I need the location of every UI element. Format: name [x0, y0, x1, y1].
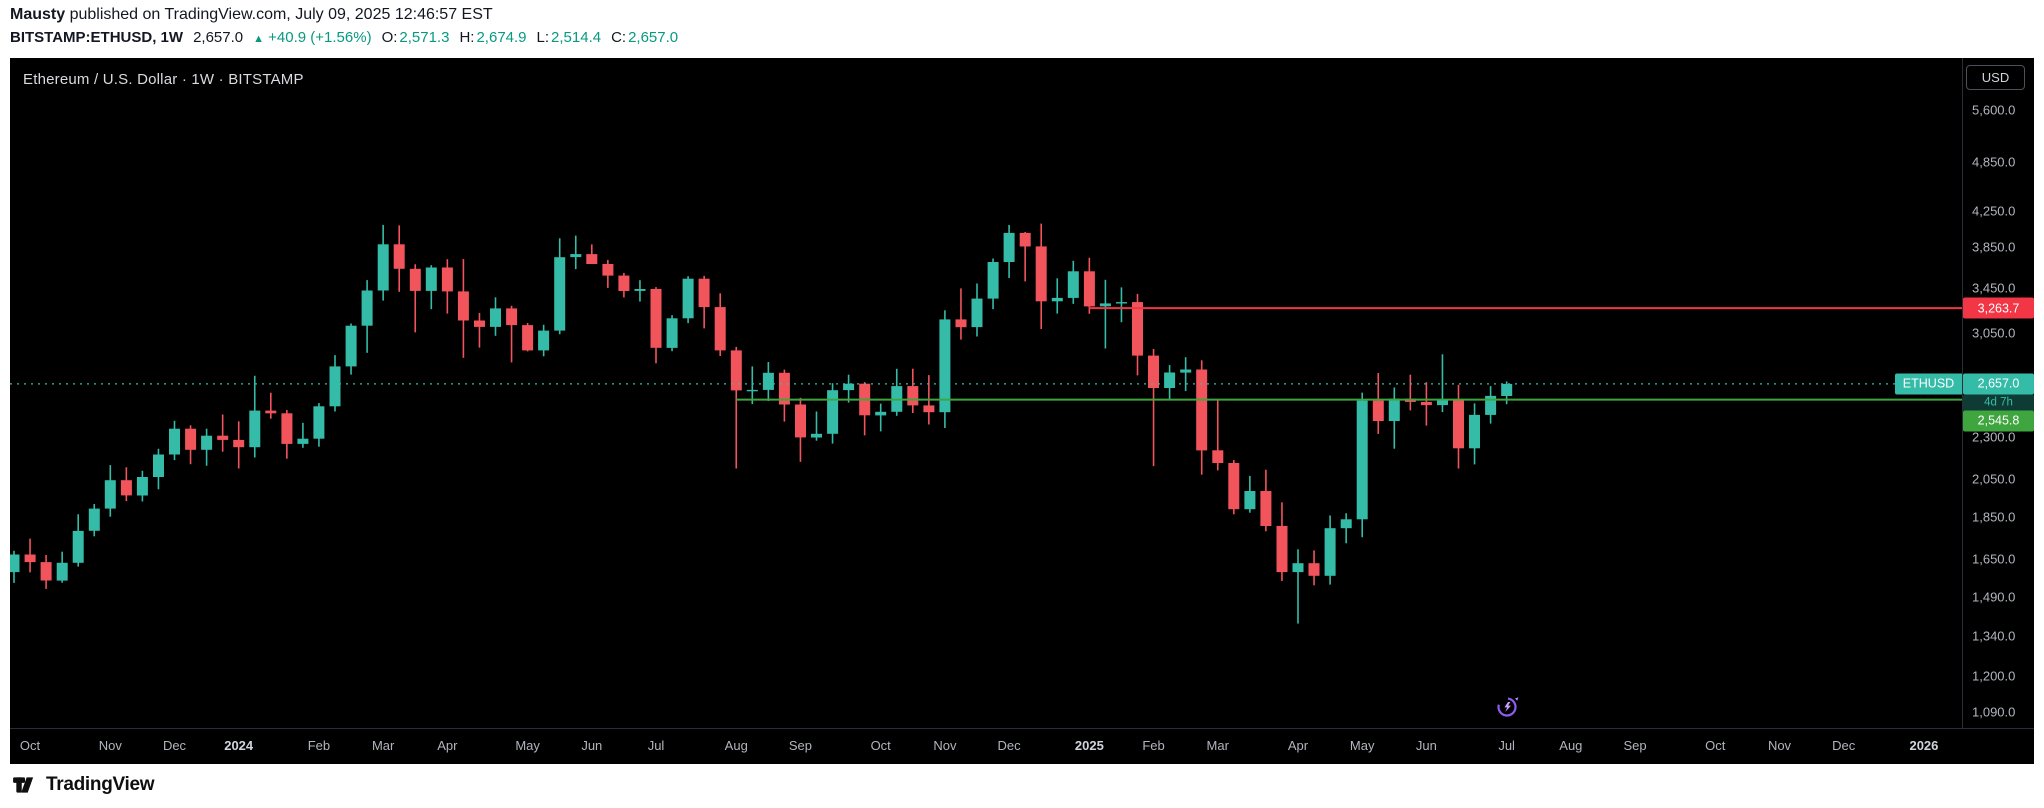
price-axis-label: 1,850.0	[1972, 509, 2016, 525]
time-axis-label: Sep	[1623, 738, 1647, 753]
time-axis-label: Oct	[870, 738, 891, 753]
ohlc-pair: O: 2,571.3	[381, 29, 450, 46]
currency-toggle-button[interactable]: USD	[1966, 65, 2025, 90]
time-axis-label: Sep	[788, 738, 813, 753]
resistance-price-tag: 3,263.7	[1963, 297, 2034, 319]
last-price-tag: 2,657.0	[1963, 373, 2034, 395]
price-axis-label: 4,250.0	[1972, 203, 2016, 219]
time-axis-label: Nov	[933, 738, 957, 753]
price-axis-label: 5,600.0	[1972, 102, 2016, 117]
time-axis-label: Oct	[19, 738, 41, 753]
change-value: +40.9 (+1.56%)	[268, 29, 372, 46]
time-axis-label: Apr	[437, 738, 458, 753]
time-axis-label: Oct	[1705, 738, 1726, 753]
time-axis-label: Nov	[98, 738, 122, 753]
time-axis-label: Dec	[1832, 738, 1856, 753]
time-axis-label: May	[515, 738, 540, 753]
swirl-marker-icon[interactable]	[1494, 694, 1520, 720]
attribution-text: published on TradingView.com, July 09, 2…	[65, 6, 493, 23]
quote-line: BITSTAMP:ETHUSD, 1W 2,657.0 ▲ +40.9 (+1.…	[10, 29, 678, 46]
price-axis[interactable]: 5,600.0 4,850.0 4,250.0 3,850.0 3,450.0 3,050…	[1962, 58, 2034, 728]
price-axis-label: 2,050.0	[1972, 471, 2016, 487]
bar-countdown-tag: 4d 7h	[1963, 394, 2034, 412]
ohlc-pair: C: 2,657.0	[611, 29, 679, 46]
time-axis-label: Jun	[581, 738, 603, 753]
price-axis-label: 1,490.0	[1972, 589, 2016, 605]
last-price: 2,657.0	[193, 29, 244, 46]
time-axis-label: Aug	[1559, 738, 1583, 753]
tradingview-logo-icon[interactable]	[12, 772, 38, 798]
ohlc-readout: O: 2,571.3 H: 2,674.9 L: 2,514.4 C: 2,657.0	[382, 29, 679, 46]
time-axis-label: Jul	[647, 738, 665, 753]
price-axis-label: 1,340.0	[1972, 628, 2016, 644]
price-change: ▲ +40.9 (+1.56%)	[253, 29, 371, 46]
price-axis-label: 1,650.0	[1972, 551, 2016, 567]
footer: TradingView	[12, 772, 155, 798]
time-axis[interactable]: Oct Nov Dec 2024 Feb Mar Apr May Jun Jul Aug Sep Oct…	[10, 728, 2034, 764]
symbol-price-tag: ETHUSD	[1895, 373, 1962, 395]
author-name: Mausty	[10, 6, 66, 23]
ohlc-pair: H: 2,674.9	[459, 29, 527, 46]
price-axis-label: 3,050.0	[1972, 325, 2016, 341]
support-price-tag: 2,545.8	[1963, 410, 2034, 432]
time-axis-label: 2026	[1909, 738, 1939, 753]
time-axis-label: May	[1349, 738, 1375, 753]
tradingview-wordmark[interactable]: TradingView	[46, 774, 155, 795]
price-axis-label: 2,300.0	[1972, 429, 2016, 445]
time-axis-label: Apr	[1287, 738, 1309, 753]
candlestick-plot[interactable]	[10, 58, 1962, 728]
time-axis-label: Jul	[1498, 738, 1515, 753]
time-axis-label: Mar	[1206, 738, 1229, 753]
ohlc-pair: L: 2,514.4	[536, 29, 602, 46]
time-axis-label: Dec	[997, 738, 1021, 753]
time-axis-label: Feb	[1142, 738, 1165, 753]
price-axis-label: 3,450.0	[1972, 280, 2016, 296]
price-axis-label: 3,850.0	[1972, 239, 2016, 255]
price-axis-label: 4,850.0	[1972, 154, 2016, 170]
time-axis-label: Aug	[724, 738, 748, 753]
time-axis-label: Dec	[162, 738, 187, 753]
time-axis-label: Jun	[1415, 738, 1437, 753]
symbol-interval: BITSTAMP:ETHUSD, 1W	[10, 29, 184, 46]
time-axis-label: Mar	[371, 738, 395, 753]
up-arrow-icon: ▲	[253, 33, 264, 45]
candles	[10, 223, 1513, 624]
chart-title: Ethereum / U.S. Dollar · 1W · BITSTAMP	[23, 71, 304, 88]
time-axis-label: 2025	[1074, 738, 1104, 753]
publish-header: Mausty published on TradingView.com, Jul…	[10, 6, 678, 46]
time-axis-label: Nov	[1767, 738, 1792, 753]
chart-panel: Ethereum / U.S. Dollar · 1W · BITSTAMP U…	[10, 58, 2034, 764]
price-axis-label: 1,090.0	[1972, 704, 2016, 720]
price-axis-label: 1,200.0	[1972, 668, 2016, 684]
time-axis-label: 2024	[224, 738, 254, 753]
time-axis-label: Feb	[307, 738, 331, 753]
attribution-line: Mausty published on TradingView.com, Jul…	[10, 6, 678, 24]
